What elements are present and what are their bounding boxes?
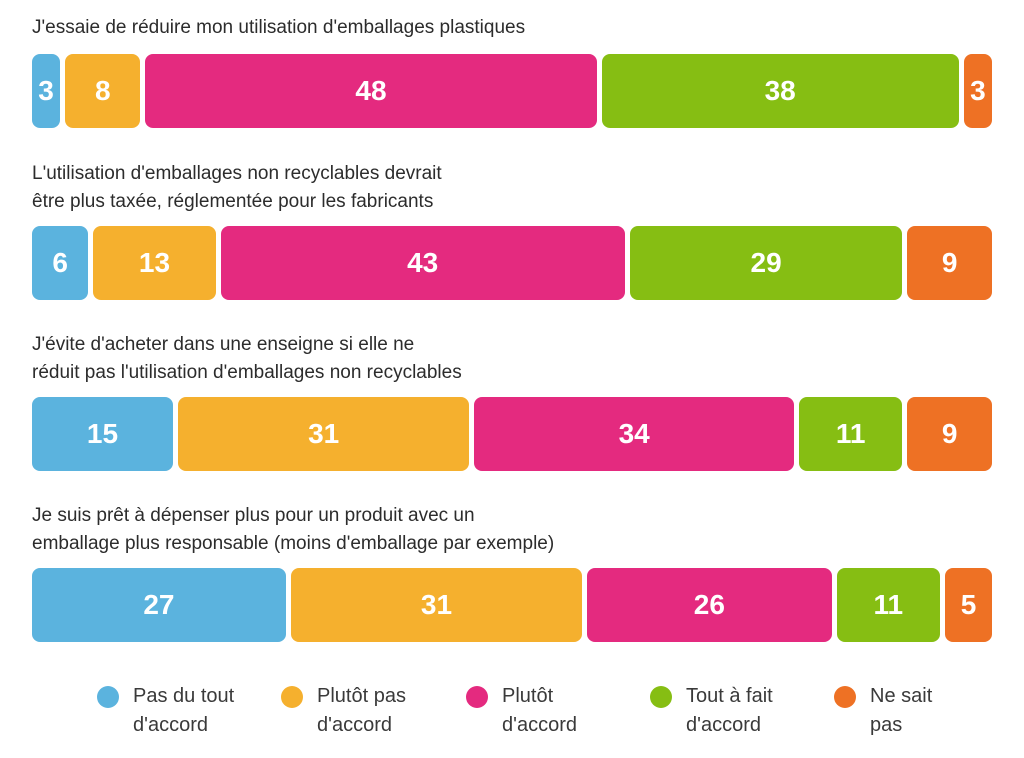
data-label: 26: [693, 589, 725, 620]
bar-segment: 27: [32, 568, 286, 642]
legend-label: Ne sait pas: [870, 685, 933, 736]
bar-row: 6 13 43 29 9: [32, 226, 992, 300]
legend-item: Plutôt pas d'accord: [281, 682, 437, 740]
bar-segment: 3: [963, 54, 992, 128]
bar-segment: 43: [220, 226, 625, 300]
bar-segment: 48: [145, 54, 597, 128]
bar-segment: 29: [629, 226, 903, 300]
bar-segment: 31: [178, 397, 470, 471]
chart-legend: Pas du tout d'accord Plutôt pas d'accord P…: [0, 682, 1024, 752]
bar-segment: 5: [945, 568, 992, 642]
data-label: 48: [355, 75, 387, 106]
legend-swatch-icon: [281, 686, 303, 708]
data-label: 38: [764, 75, 796, 106]
legend-swatch-icon: [834, 686, 856, 708]
legend-label: Plutôt d'accord: [502, 685, 577, 736]
data-label: 5: [960, 589, 977, 620]
legend-label: Pas du tout d'accord: [133, 685, 235, 736]
data-label: 11: [873, 589, 904, 620]
legend-item: Tout à fait d'accord: [650, 682, 806, 740]
bar-segment: 11: [836, 568, 940, 642]
legend-item: Pas du tout d'accord: [97, 682, 253, 740]
bar-segment: 6: [32, 226, 89, 300]
data-label: 8: [94, 75, 111, 106]
bar-segment: 3: [32, 54, 61, 128]
bar-segment: 15: [32, 397, 173, 471]
bar-segment: 38: [601, 54, 959, 128]
legend-swatch-icon: [650, 686, 672, 708]
question-title: J'évite d'acheter dans une enseigne si e…: [32, 334, 462, 383]
data-label: 27: [143, 589, 175, 620]
legend-item: Plutôt d'accord: [466, 682, 622, 740]
bar-segment: 13: [93, 226, 216, 300]
data-label: 29: [750, 247, 782, 278]
data-label: 9: [941, 247, 958, 278]
bar-row: 3 8 48 38 3: [32, 54, 992, 128]
data-label: 13: [138, 247, 171, 278]
data-label: 34: [618, 418, 650, 449]
data-label: 6: [52, 247, 68, 278]
bar-row: 15 31 34 11 9: [32, 397, 992, 471]
data-label: 43: [407, 247, 439, 278]
bar-segment: 34: [474, 397, 794, 471]
bar-segment: 9: [907, 226, 992, 300]
data-label: 3: [38, 75, 54, 106]
data-label: 9: [941, 418, 958, 449]
bar-segment: 9: [907, 397, 992, 471]
legend-label: Plutôt pas d'accord: [317, 685, 406, 736]
legend-item: Ne sait pas: [834, 682, 990, 740]
legend-swatch-icon: [97, 686, 119, 708]
bar-segment: 8: [65, 54, 141, 128]
data-label: 3: [970, 75, 986, 106]
data-label: 31: [308, 418, 340, 449]
data-label: 31: [420, 589, 453, 620]
question-title: L'utilisation d'emballages non recyclabl…: [32, 163, 442, 212]
legend-swatch-icon: [466, 686, 488, 708]
bar-segment: 26: [587, 568, 832, 642]
data-label: 15: [86, 418, 119, 449]
question-title: J'essaie de réduire mon utilisation d'em…: [32, 17, 526, 38]
legend-label: Tout à fait d'accord: [686, 685, 773, 736]
bar-segment: 11: [799, 397, 903, 471]
bar-row: 27 31 26 11 5: [32, 568, 992, 642]
bar-segment: 31: [290, 568, 583, 642]
question-title: Je suis prêt à dépenser plus pour un pro…: [32, 505, 555, 554]
data-label: 11: [835, 418, 866, 449]
